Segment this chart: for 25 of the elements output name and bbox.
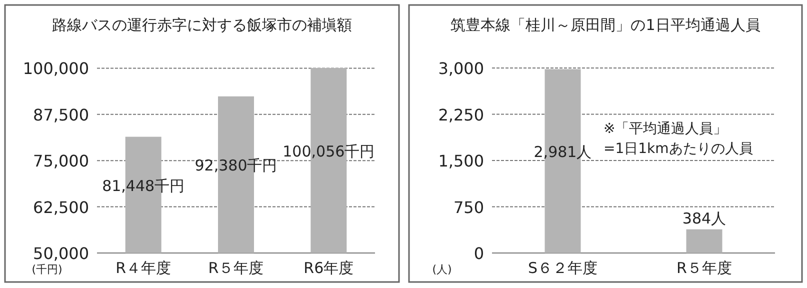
y-tick-label: 62,500 — [33, 198, 89, 217]
chart-title: 路線バスの運行赤字に対する飯塚市の補塡額 — [52, 16, 352, 34]
y-tick-label: 750 — [453, 198, 484, 217]
y-axis-title: (人) — [432, 263, 452, 276]
data-label: 2,981人 — [534, 143, 592, 162]
x-tick-label: R6年度 — [304, 259, 354, 277]
y-tick-label: 0 — [474, 244, 484, 263]
x-tick-label: R５年度 — [208, 259, 264, 277]
data-label: 81,448千円 — [102, 176, 185, 195]
x-tick-label: S６２年度 — [528, 259, 598, 277]
x-tick-label: R５年度 — [676, 259, 732, 277]
y-tick-label: 75,000 — [33, 152, 89, 171]
x-tick-label: R４年度 — [116, 259, 172, 277]
y-tick-label: 87,500 — [33, 105, 89, 124]
chart-title: 筑豊本線「桂川～原田間」の1日平均通過人員 — [450, 16, 760, 34]
y-tick-label: 2,250 — [438, 105, 484, 124]
y-tick-label: 50,000 — [33, 244, 89, 263]
y-tick-label: 3,000 — [438, 59, 484, 78]
data-label: 100,056千円 — [282, 142, 375, 160]
y-tick-label: 1,500 — [438, 152, 484, 170]
y-tick-label: 100,000 — [22, 59, 89, 78]
data-label: 92,380千円 — [194, 156, 278, 175]
y-axis-title: (千円) — [32, 263, 62, 276]
data-label: 384人 — [682, 209, 726, 228]
annotation: ※「平均通過人員」 =1日1kmあたりの人員 — [604, 121, 753, 157]
